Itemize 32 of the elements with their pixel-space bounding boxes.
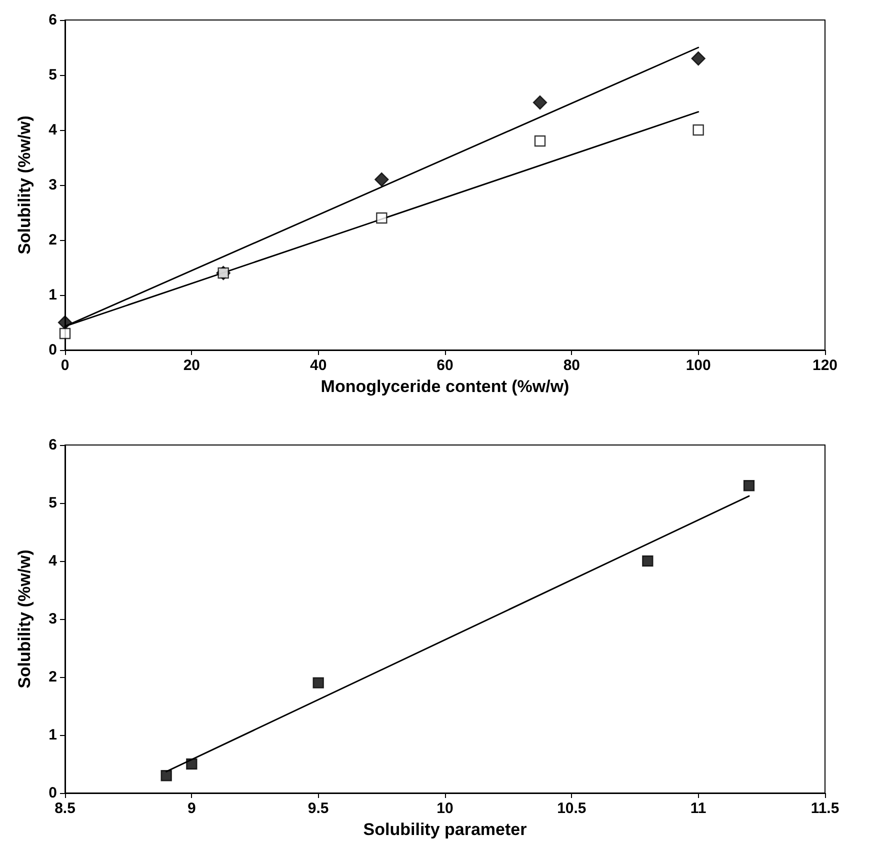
- x-axis-title: Monoglyceride content (%w/w): [320, 377, 570, 396]
- y-tick-label: 0: [48, 784, 57, 802]
- y-tick-label: 5: [48, 494, 57, 512]
- y-tick-label: 0: [48, 342, 57, 358]
- x-tick-label: 100: [686, 357, 711, 374]
- y-tick-label: 2: [48, 232, 57, 248]
- x-tick-label: 9.5: [308, 800, 329, 817]
- x-tick-label: 10: [436, 800, 454, 817]
- y-tick-label: 6: [48, 436, 57, 454]
- x-tick-label: 60: [436, 357, 454, 374]
- y-axis-title: Solubility (%w/w): [15, 116, 34, 254]
- y-tick-label: 6: [48, 12, 57, 28]
- y-tick-label: 5: [48, 66, 57, 84]
- x-tick-label: 80: [563, 357, 580, 374]
- x-tick-label: 9: [187, 800, 196, 817]
- y-axis-title: Solubility (%w/w): [15, 550, 34, 688]
- x-tick-label: 20: [183, 357, 200, 374]
- y-tick-label: 2: [48, 668, 57, 686]
- x-tick-label: 11: [690, 800, 706, 817]
- x-tick-label: 120: [812, 357, 838, 374]
- y-tick-label: 4: [48, 122, 58, 138]
- y-tick-label: 1: [48, 286, 57, 304]
- y-tick-label: 3: [48, 176, 57, 194]
- x-tick-label: 8.5: [54, 800, 76, 817]
- x-tick-label: 11.5: [810, 800, 840, 817]
- x-tick-label: 0: [60, 357, 70, 374]
- y-tick-label: 1: [48, 726, 57, 744]
- y-tick-label: 4: [48, 552, 58, 570]
- x-tick-label: 10.5: [557, 800, 586, 817]
- x-axis-title: Solubility parameter: [363, 820, 528, 839]
- x-tick-label: 40: [310, 357, 327, 374]
- y-tick-label: 3: [48, 610, 57, 628]
